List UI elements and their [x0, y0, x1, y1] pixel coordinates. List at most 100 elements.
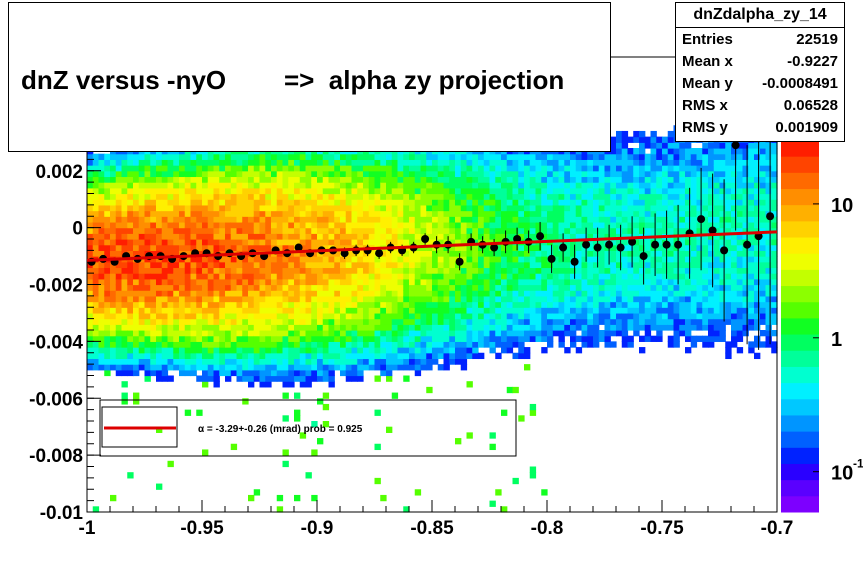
- heatmap-cell: [656, 159, 663, 166]
- heatmap-cell: [627, 187, 634, 195]
- heatmap-cell: [529, 250, 537, 257]
- heatmap-cell: [587, 273, 594, 280]
- heatmap-cell: [386, 375, 393, 382]
- heatmap-cell: [759, 273, 767, 280]
- heatmap-cell: [501, 187, 508, 195]
- heatmap-cell: [587, 284, 594, 291]
- heatmap-cell: [644, 267, 652, 274]
- heatmap-cell: [719, 233, 726, 240]
- heatmap-cell: [403, 318, 410, 325]
- heatmap-cell: [610, 182, 617, 189]
- heatmap-cell: [765, 312, 772, 320]
- heatmap-cell: [558, 250, 565, 257]
- heatmap-cell: [627, 295, 634, 303]
- heatmap-cell: [334, 267, 341, 274]
- heatmap-cell: [386, 335, 393, 342]
- heatmap-cell: [340, 364, 347, 371]
- heatmap-cell: [662, 142, 669, 149]
- heatmap-cell: [529, 176, 537, 183]
- heatmap-cell: [581, 216, 588, 223]
- heatmap-cell: [397, 341, 404, 348]
- heatmap-cell: [558, 216, 565, 223]
- heatmap-cell: [759, 210, 767, 217]
- heatmap-cell: [449, 335, 456, 342]
- heatmap-cell: [368, 364, 376, 371]
- heatmap-cell: [340, 216, 347, 223]
- heatmap-cell: [328, 176, 335, 183]
- heatmap-cell: [581, 187, 588, 195]
- heatmap-cell: [386, 278, 393, 286]
- heatmap-cell: [460, 221, 468, 229]
- heatmap-cell: [690, 182, 698, 189]
- heatmap-cell: [265, 182, 272, 189]
- heatmap-cell: [87, 284, 94, 291]
- heatmap-cell: [110, 193, 117, 200]
- heatmap-cell: [437, 233, 445, 240]
- heatmap-cell: [713, 233, 721, 240]
- heatmap-cell: [673, 250, 680, 257]
- heatmap-cell: [414, 364, 422, 371]
- heatmap-cell: [282, 170, 289, 178]
- heatmap-cell: [524, 250, 531, 257]
- heatmap-cell: [403, 227, 410, 234]
- heatmap-cell: [512, 159, 519, 166]
- heatmap-cell: [621, 250, 629, 257]
- heatmap-cell: [305, 261, 312, 269]
- heatmap-cell: [225, 347, 232, 354]
- heatmap-cell: [748, 250, 755, 257]
- heatmap-cell: [437, 341, 445, 348]
- heatmap-cell: [391, 318, 399, 325]
- heatmap-cell: [455, 273, 462, 280]
- heatmap-cell: [604, 273, 611, 280]
- heatmap-cell: [340, 239, 347, 246]
- heatmap-cell: [506, 290, 514, 297]
- heatmap-cell: [219, 278, 226, 286]
- heatmap-cell: [541, 221, 548, 229]
- heatmap-cell: [650, 261, 657, 269]
- heatmap-cell: [259, 165, 266, 172]
- heatmap-cell: [299, 369, 307, 377]
- heatmap-cell: [633, 324, 640, 331]
- heatmap-cell: [437, 330, 445, 337]
- heatmap-cell: [299, 301, 307, 308]
- heatmap-cell: [748, 278, 755, 286]
- heatmap-cell: [460, 295, 468, 303]
- heatmap-cell: [115, 204, 123, 212]
- heatmap-cell: [593, 210, 600, 217]
- heatmap-cell: [604, 250, 611, 257]
- heatmap-cell: [639, 261, 646, 269]
- heatmap-cell: [196, 193, 203, 200]
- heatmap-cell: [771, 244, 778, 251]
- heatmap-cell: [581, 318, 588, 325]
- heatmap-cell: [650, 165, 657, 172]
- heatmap-cell: [190, 176, 197, 183]
- heatmap-cell: [311, 312, 318, 320]
- heatmap-cell: [127, 273, 134, 280]
- heatmap-cell: [230, 318, 238, 325]
- heatmap-cell: [644, 187, 652, 195]
- heatmap-cell: [202, 352, 209, 360]
- heatmap-cell: [115, 318, 123, 325]
- heatmap-cell: [265, 159, 272, 166]
- heatmap-cell: [391, 267, 399, 274]
- heatmap-cell: [547, 261, 554, 269]
- heatmap-cell: [518, 159, 525, 166]
- heatmap-cell: [150, 295, 157, 303]
- heatmap-cell: [294, 221, 301, 229]
- heatmap-cell: [541, 335, 548, 342]
- heatmap-cell: [581, 278, 588, 286]
- heatmap-cell: [650, 187, 657, 195]
- heatmap-cell: [282, 335, 289, 342]
- heatmap-cell: [282, 415, 289, 422]
- heatmap-cell: [150, 182, 157, 189]
- heatmap-cell: [501, 204, 508, 212]
- heatmap-cell: [87, 250, 94, 257]
- heatmap-cell: [104, 216, 111, 223]
- heatmap-cell: [604, 290, 611, 297]
- heatmap-cell: [288, 261, 295, 269]
- heatmap-cell: [570, 165, 577, 172]
- heatmap-cell: [144, 176, 151, 183]
- heatmap-cell: [518, 284, 525, 291]
- heatmap-cell: [288, 301, 295, 308]
- heatmap-cell: [386, 221, 393, 229]
